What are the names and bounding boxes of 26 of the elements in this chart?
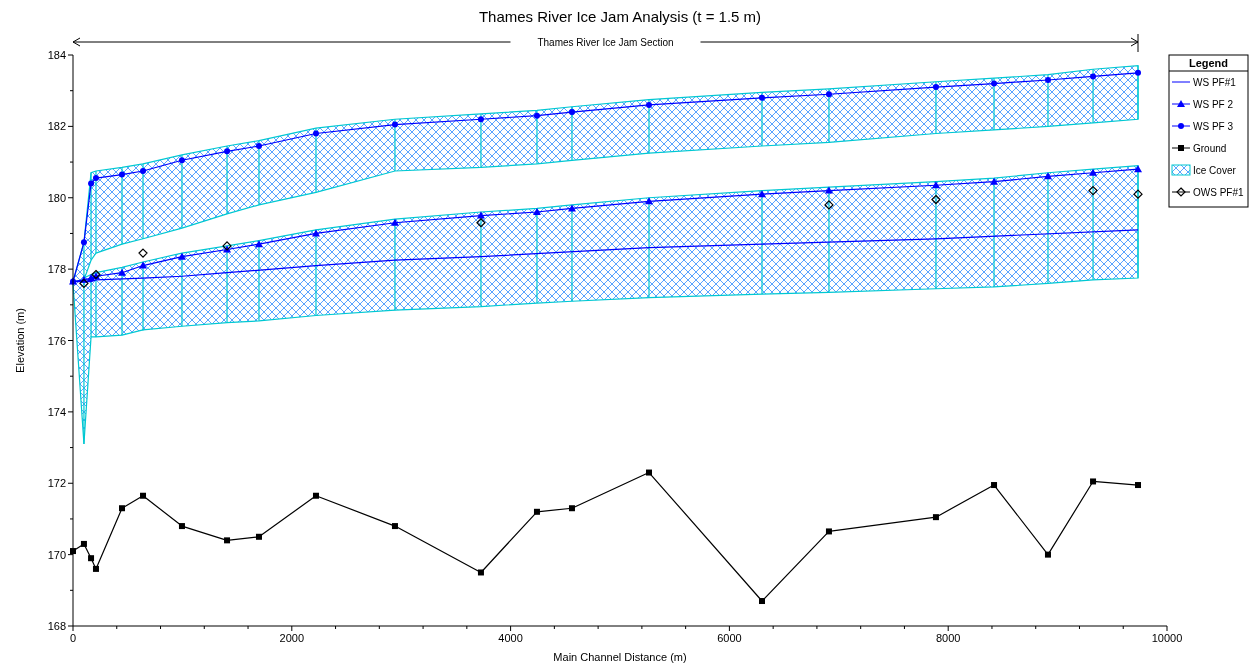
x-axis-title: Main Channel Distance (m) [553, 651, 687, 663]
y-tick-label: 182 [47, 120, 66, 133]
legend-label: WS PF 2 [1193, 99, 1234, 110]
x-tick-label: 2000 [279, 632, 305, 644]
y-tick-label: 172 [47, 477, 66, 490]
legend-title: Legend [1188, 57, 1229, 69]
y-tick-label: 178 [47, 263, 66, 276]
legend-label: WS PF 3 [1193, 121, 1234, 132]
x-tick-label: 4000 [498, 632, 523, 644]
x-tick-label: 10000 [1151, 632, 1183, 644]
legend-label: OWS PF#1 [1193, 187, 1244, 198]
x-tick-label: 8000 [935, 632, 961, 644]
y-tick-label: 174 [47, 405, 66, 418]
y-tick-label: 184 [47, 49, 66, 61]
y-tick-label: 168 [47, 620, 66, 632]
y-tick-label: 170 [47, 548, 66, 561]
text: Ice Cover [1193, 165, 1237, 176]
y-tick-label: 180 [47, 191, 66, 204]
text: Thames River Ice Jam Section [537, 37, 674, 48]
legend-label: Ground [1193, 143, 1227, 154]
x-tick-label: 6000 [717, 632, 742, 644]
x-tick-label: 0 [69, 632, 77, 644]
y-axis-title: Elevation (m) [14, 308, 26, 373]
legend-label: WS PF#1 [1193, 77, 1237, 88]
chart-title: Thames River Ice Jam Analysis (t = 1.5 m) [478, 8, 762, 25]
y-tick-label: 176 [47, 334, 66, 347]
